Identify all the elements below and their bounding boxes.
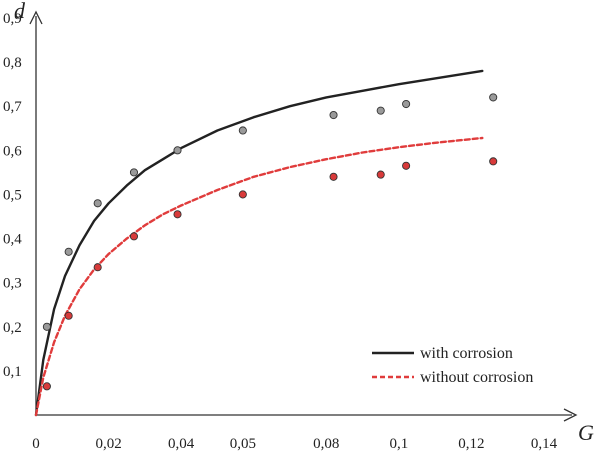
y-tick-label: 0,8	[3, 55, 22, 71]
data-point-with-corrosion	[329, 110, 338, 120]
data-point-without-corrosion	[238, 190, 247, 199]
data-point-with-corrosion	[93, 199, 102, 208]
y-tick-label: 0,5	[3, 187, 22, 203]
x-tick-label: 0	[32, 436, 40, 452]
data-point-with-corrosion	[173, 146, 182, 155]
points	[42, 93, 498, 391]
x-tick-label: 0,1	[389, 436, 408, 452]
axes: d G	[14, 0, 594, 445]
y-axis-title: d	[14, 0, 26, 23]
y-tick-label: 0,2	[3, 320, 22, 336]
data-point-with-corrosion	[402, 99, 411, 109]
data-point-with-corrosion	[489, 93, 498, 102]
y-tick-label: 0,9	[3, 11, 22, 27]
ticks: 0,1 0,2 0,3 0,4 0,5 0,6 0,7 0,8 0,9 0 0,02 0,04 0,05…	[3, 11, 558, 452]
y-tick-label: 0,7	[3, 99, 22, 115]
data-point-without-corrosion	[489, 157, 498, 166]
x-tick-label: 0,04	[168, 436, 195, 452]
y-axis-arrow	[29, 10, 43, 25]
curve-without-corrosion	[34, 136, 484, 417]
data-point-without-corrosion	[173, 210, 182, 219]
x-tick-label: 0,14	[531, 436, 558, 452]
data-point-with-corrosion	[64, 247, 73, 256]
legend-label-without-corrosion: without corrosion	[420, 369, 533, 386]
y-tick-label: 0,3	[3, 276, 22, 292]
data-point-with-corrosion	[238, 126, 247, 135]
data-point-with-corrosion	[376, 106, 385, 115]
x-tick-label: 0,02	[95, 436, 121, 452]
y-tick-label: 0,6	[3, 143, 22, 159]
x-axis-arrow	[563, 408, 578, 422]
y-tick-label: 0,4	[3, 232, 22, 248]
x-tick-label: 0,12	[458, 436, 484, 452]
legend-label-with-corrosion: with corrosion	[420, 345, 513, 362]
legend: with corrosion without corrosion	[372, 345, 533, 386]
curves	[34, 69, 484, 417]
data-point-without-corrosion	[329, 172, 338, 181]
data-point-without-corrosion	[129, 232, 139, 241]
data-point-with-corrosion	[42, 322, 51, 331]
x-axis-title: G	[578, 420, 594, 445]
data-point-without-corrosion	[93, 263, 102, 272]
data-point-with-corrosion	[129, 168, 139, 177]
data-point-without-corrosion	[402, 161, 411, 170]
y-tick-label: 0,1	[3, 364, 22, 380]
data-point-without-corrosion	[64, 311, 73, 320]
x-tick-label: 0,05	[230, 436, 256, 452]
curve-with-corrosion	[34, 69, 484, 417]
data-point-without-corrosion	[42, 382, 51, 391]
x-tick-label: 0,08	[313, 436, 339, 452]
data-point-without-corrosion	[376, 170, 385, 179]
